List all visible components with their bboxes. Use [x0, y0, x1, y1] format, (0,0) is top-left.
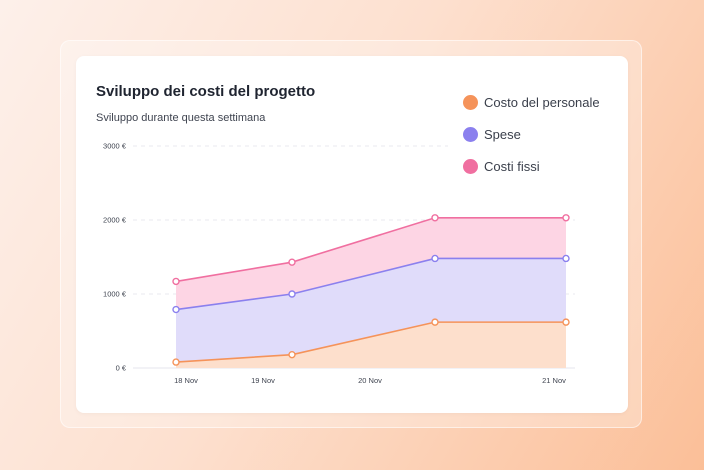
- legend-label: Costi fissi: [484, 158, 540, 174]
- legend-item-spese[interactable]: Spese: [463, 118, 600, 150]
- data-point: [172, 277, 180, 286]
- data-point: [288, 290, 296, 298]
- data-point: [562, 318, 570, 326]
- data-point: [288, 350, 296, 359]
- legend-item-costi-fissi[interactable]: Costi fissi: [463, 150, 600, 182]
- series-line: [175, 216, 566, 283]
- data-point: [172, 358, 180, 366]
- chart-legend: Costo del personale Spese Costi fissi: [463, 86, 600, 182]
- x-tick-label: 20 Nov: [358, 376, 382, 385]
- x-tick-label: 19 Nov: [251, 376, 275, 385]
- data-point: [288, 258, 296, 266]
- area-2: [176, 217, 566, 310]
- chart-subtitle: Sviluppo durante questa settimana: [96, 112, 266, 124]
- data-point: [562, 254, 570, 263]
- series-line: [175, 321, 566, 363]
- x-tick-label: 18 Nov: [174, 376, 198, 385]
- legend-label: Costo del personale: [484, 94, 600, 110]
- legend-item-personale[interactable]: Costo del personale: [463, 86, 600, 118]
- series-line: [175, 257, 566, 311]
- data-point: [431, 318, 439, 326]
- y-tick-label: 0 €: [116, 364, 127, 373]
- legend-label: Spese: [484, 126, 521, 142]
- y-tick-label: 2000 €: [103, 216, 127, 225]
- y-tick-label: 3000 €: [103, 142, 127, 151]
- data-point: [172, 305, 180, 314]
- data-point: [562, 214, 570, 222]
- data-point: [431, 214, 439, 222]
- legend-swatch: [463, 126, 478, 142]
- legend-swatch: [463, 94, 478, 110]
- data-point: [431, 254, 439, 263]
- chart-title: Sviluppo dei costi del progetto: [96, 83, 316, 100]
- legend-swatch: [463, 158, 478, 174]
- x-tick-label: 21 Nov: [542, 376, 566, 385]
- y-tick-label: 1000 €: [103, 290, 127, 299]
- area-1: [176, 258, 566, 363]
